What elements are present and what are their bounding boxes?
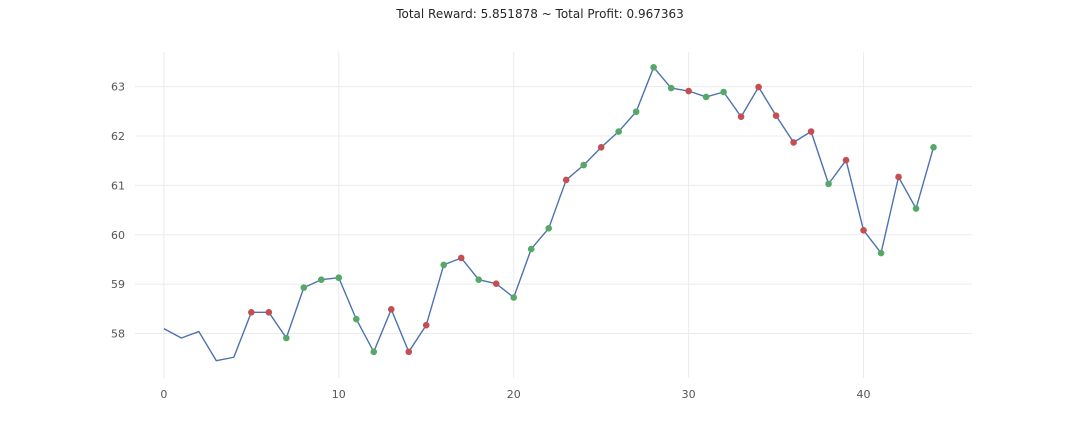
x-tick-label: 30 bbox=[682, 388, 696, 401]
buy-marker bbox=[317, 276, 325, 284]
buy-marker bbox=[527, 245, 535, 253]
buy-marker bbox=[632, 108, 640, 116]
sell-marker bbox=[685, 87, 692, 95]
chart-title: Total Reward: 5.851878 ~ Total Profit: 0… bbox=[396, 7, 684, 21]
buy-marker bbox=[300, 284, 308, 291]
sell-marker bbox=[895, 173, 902, 181]
series-line bbox=[163, 66, 935, 362]
buy-marker bbox=[912, 205, 920, 212]
sell-marker bbox=[387, 306, 395, 313]
x-tick-label: 10 bbox=[332, 388, 346, 401]
buy-marker bbox=[335, 274, 343, 282]
sell-marker bbox=[405, 348, 413, 356]
buy-marker bbox=[720, 88, 727, 96]
sell-marker bbox=[492, 280, 500, 287]
buy-marker bbox=[825, 180, 832, 188]
buy-marker bbox=[615, 128, 622, 135]
buy-marker bbox=[877, 249, 885, 257]
sell-marker bbox=[755, 83, 762, 91]
buy-marker bbox=[370, 348, 378, 356]
price-line bbox=[163, 66, 935, 362]
sell-marker bbox=[248, 309, 255, 316]
sell-marker bbox=[842, 156, 850, 164]
buy-marker bbox=[702, 93, 710, 101]
tick-labels: 0 10 20 30 40 58 59 60 61 62 63 bbox=[111, 81, 871, 401]
buy-marker bbox=[545, 225, 552, 232]
buy-marker bbox=[930, 144, 937, 151]
sell-marker bbox=[772, 112, 780, 120]
sell-marker bbox=[807, 128, 815, 135]
x-tick-label: 0 bbox=[160, 388, 167, 401]
sell-marker bbox=[457, 254, 465, 262]
buy-marker bbox=[667, 84, 675, 92]
buy-marker bbox=[475, 276, 483, 284]
sell-marker bbox=[737, 113, 745, 121]
buy-marker bbox=[650, 64, 657, 71]
sell-marker bbox=[422, 321, 430, 329]
sell-marker bbox=[790, 139, 797, 146]
sell-marker bbox=[265, 309, 273, 316]
buy-marker bbox=[440, 261, 448, 269]
trade-markers bbox=[248, 64, 937, 356]
buy-marker bbox=[580, 161, 587, 169]
buy-marker bbox=[283, 334, 290, 342]
buy-marker bbox=[352, 315, 360, 323]
sell-marker bbox=[597, 144, 605, 151]
sell-marker bbox=[860, 227, 867, 234]
sell-marker bbox=[562, 176, 570, 184]
y-tick-label: 59 bbox=[111, 278, 125, 291]
y-tick-label: 58 bbox=[111, 328, 125, 341]
y-tick-label: 62 bbox=[111, 130, 125, 143]
x-tick-label: 40 bbox=[857, 388, 871, 401]
y-tick-label: 61 bbox=[111, 179, 125, 192]
grid-lines bbox=[135, 52, 972, 378]
y-tick-label: 63 bbox=[111, 81, 125, 94]
y-tick-label: 60 bbox=[111, 229, 125, 242]
buy-marker bbox=[510, 294, 518, 301]
x-tick-label: 20 bbox=[507, 388, 521, 401]
